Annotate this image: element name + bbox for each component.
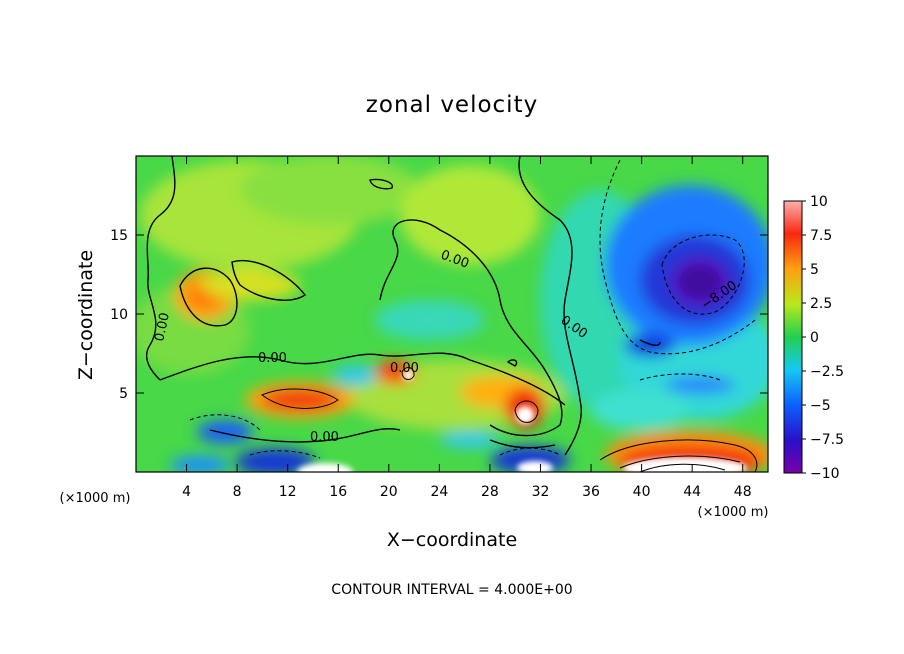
colorbar-tick-label: 5 [810,262,819,278]
y-tick-label: 10 [110,307,128,323]
colorbar-ticks: 10 7.5 5 2.5 0 −2.5 −5 −7.5 −10 [802,194,844,482]
colorbar-tick-label: −2.5 [810,364,844,380]
x-tick-label: 16 [329,484,347,500]
colorbar-tick-label: −7.5 [810,432,844,448]
x-tick-label: 32 [532,484,550,500]
chart-title: zonal velocity [366,92,538,118]
x-tick-label: 12 [279,484,297,500]
negative-contours [189,159,756,459]
x-unit-label: (×1000 m) [698,505,769,520]
positive-contours [261,367,758,472]
x-tick-label: 24 [430,484,448,500]
colorbar-tick-label: −10 [810,466,840,482]
colorbar-tick-label: 7.5 [810,228,832,244]
y-tick-label: 5 [119,386,128,402]
x-tick-label: 48 [734,484,752,500]
colorbar-tick-label: 10 [810,194,828,210]
contour-label: 0.00 [390,361,419,376]
z-unit-label: (×1000 m) [60,491,131,506]
x-tick-label: 44 [683,484,701,500]
x-tick-label: 8 [233,484,242,500]
colorbar-gradient [783,200,803,474]
x-tick-label: 28 [481,484,499,500]
contour-label: 0.00 [258,351,287,366]
x-tick-label: 4 [182,484,191,500]
y-tick-label: 15 [110,228,128,244]
x-axis-ticks: 4 8 12 16 20 24 28 32 36 40 44 48 [182,156,752,500]
contour-label: 0.00 [310,430,339,445]
plot-area [136,156,768,472]
y-axis-ticks: 5 10 15 [110,228,768,402]
x-tick-label: 20 [380,484,398,500]
x-axis-label: X−coordinate [387,529,517,551]
zero-contours [145,156,661,456]
x-tick-label: 40 [633,484,651,500]
colorbar: 10 7.5 5 2.5 0 −2.5 −5 −7.5 −10 [783,194,844,482]
contour-interval-note: CONTOUR INTERVAL = 4.000E+00 [331,582,572,598]
colorbar-tick-label: −5 [810,398,831,414]
colorbar-tick-label: 2.5 [810,296,832,312]
x-tick-label: 36 [582,484,600,500]
contour-label: 0.00 [152,311,173,342]
y-axis-label: Z−coordinate [75,250,97,380]
colorbar-tick-label: 0 [810,330,819,346]
velocity-field [136,156,768,472]
